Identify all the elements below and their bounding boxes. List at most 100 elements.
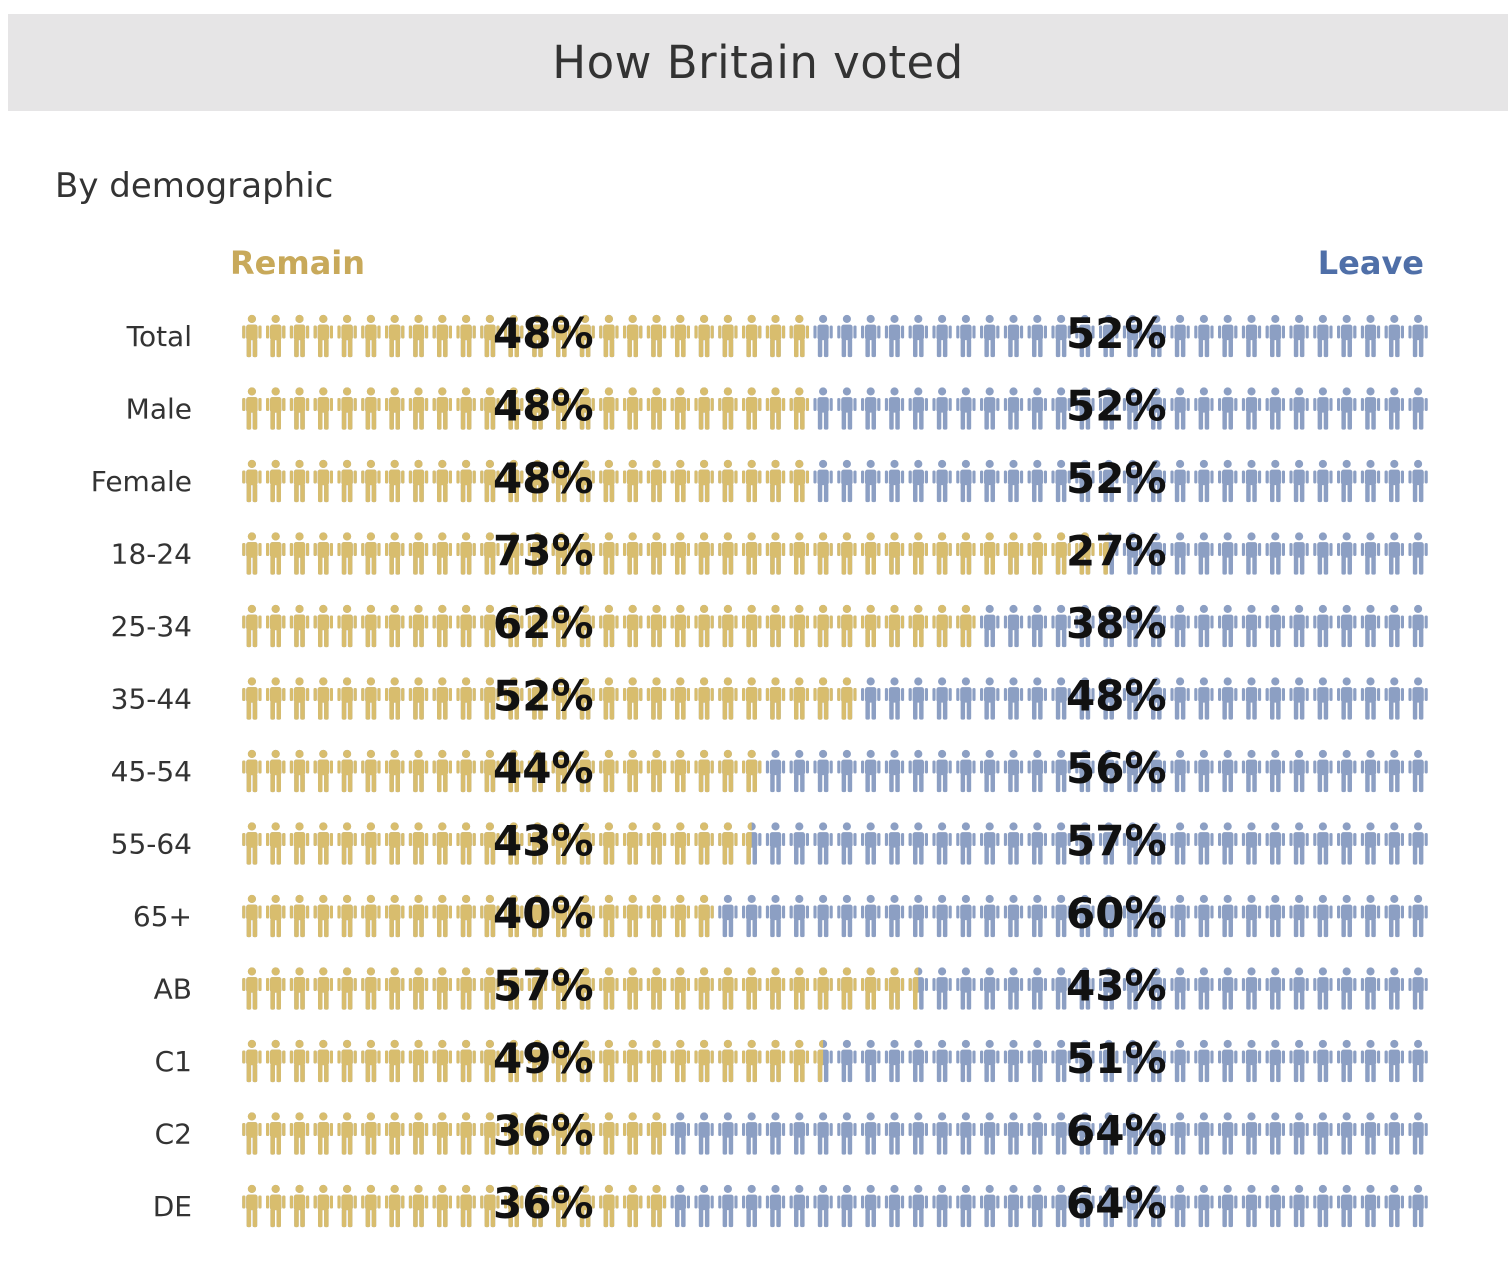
person-icon (622, 387, 643, 430)
person-icon (289, 1039, 310, 1083)
person-icon (456, 532, 476, 575)
person-icon (384, 677, 405, 720)
person-icon (813, 459, 833, 503)
person-icon (337, 822, 357, 865)
person-icon (599, 749, 619, 793)
person-icon (1241, 894, 1262, 938)
person-icon (694, 822, 714, 865)
person-icon (432, 532, 453, 575)
person-icon (1336, 1039, 1357, 1083)
person-icon (408, 1112, 429, 1155)
person-icon (1384, 604, 1405, 648)
person-icon (384, 604, 405, 648)
person-icon (1194, 894, 1214, 938)
chart-subtitle: By demographic (55, 166, 334, 206)
person-icon (1194, 1184, 1214, 1228)
person-icon (289, 604, 310, 648)
person-icon (1360, 1112, 1381, 1155)
person-icon (646, 387, 667, 430)
chart-row: C2 36% 64% (155, 1107, 1428, 1156)
person-icon (741, 604, 762, 648)
person-icon (932, 604, 952, 648)
person-icon (789, 604, 810, 648)
person-icon (384, 314, 405, 358)
person-icon (1217, 604, 1238, 648)
remain-value-label: 62% (493, 599, 594, 648)
person-icon (313, 677, 334, 720)
person-icon (313, 314, 334, 358)
leave-value-label: 60% (1066, 889, 1167, 938)
person-icon (813, 387, 833, 430)
person-icon (932, 532, 952, 575)
person-icon (646, 532, 667, 575)
person-icon (1408, 967, 1428, 1010)
person-icon (1336, 967, 1357, 1010)
person-icon (1027, 967, 1048, 1010)
person-icon (1360, 314, 1381, 358)
person-icon (1027, 1039, 1048, 1083)
person-icon (908, 1184, 929, 1228)
person-icon (432, 604, 453, 648)
person-icon (646, 604, 667, 648)
person-icon (646, 1184, 667, 1228)
person-icon (718, 822, 738, 865)
person-icon (361, 749, 381, 793)
person-icon (813, 822, 833, 865)
person-icon (694, 1184, 714, 1228)
person-icon (1289, 1112, 1309, 1155)
person-icon (1003, 1039, 1024, 1083)
person-icon (956, 967, 976, 1010)
person-icon (1384, 387, 1405, 430)
person-icon (408, 387, 429, 430)
person-icon (384, 532, 405, 575)
person-icon (670, 532, 691, 575)
person-icon (265, 532, 286, 575)
person-icon (384, 749, 405, 793)
person-icon (932, 894, 952, 938)
person-icon (456, 604, 476, 648)
person-icon (456, 1039, 476, 1083)
person-icon (265, 967, 286, 1010)
person-icon (361, 532, 381, 575)
person-icon (432, 314, 453, 358)
person-icon (1170, 1112, 1190, 1155)
person-icon (1289, 604, 1309, 648)
person-icon (622, 459, 643, 503)
person-icon (408, 822, 429, 865)
person-icon (837, 532, 857, 575)
person-icon (1027, 314, 1048, 358)
person-icon (908, 314, 929, 358)
person-icon (622, 532, 643, 575)
person-icon (408, 967, 429, 1010)
person-icon (1170, 604, 1190, 648)
person-icon (932, 749, 952, 793)
person-icon (1241, 604, 1262, 648)
person-icon (1170, 387, 1190, 430)
person-icon (265, 314, 286, 358)
person-icon (1170, 822, 1190, 865)
person-icon (242, 1184, 262, 1228)
person-icon (313, 822, 334, 865)
person-icon (789, 967, 810, 1010)
person-icon (1217, 1039, 1238, 1083)
person-icon (837, 1039, 857, 1083)
person-icon (599, 532, 619, 575)
person-icon (337, 749, 357, 793)
person-icon (1360, 967, 1381, 1010)
person-icon (813, 314, 833, 358)
person-icon (622, 677, 643, 720)
person-icon (670, 1112, 691, 1155)
person-icon (1217, 459, 1238, 503)
person-icon (1313, 604, 1333, 648)
person-icon (789, 1184, 810, 1228)
person-icon (1217, 749, 1238, 793)
person-icon (1241, 1184, 1262, 1228)
person-icon (1027, 822, 1048, 865)
person-icon (1194, 1039, 1214, 1083)
person-icon (1265, 894, 1286, 938)
person-icon (1408, 749, 1428, 793)
person-icon (741, 749, 762, 793)
person-icon (1265, 1039, 1286, 1083)
category-label: 18-24 (111, 538, 192, 571)
person-icon (384, 387, 405, 430)
